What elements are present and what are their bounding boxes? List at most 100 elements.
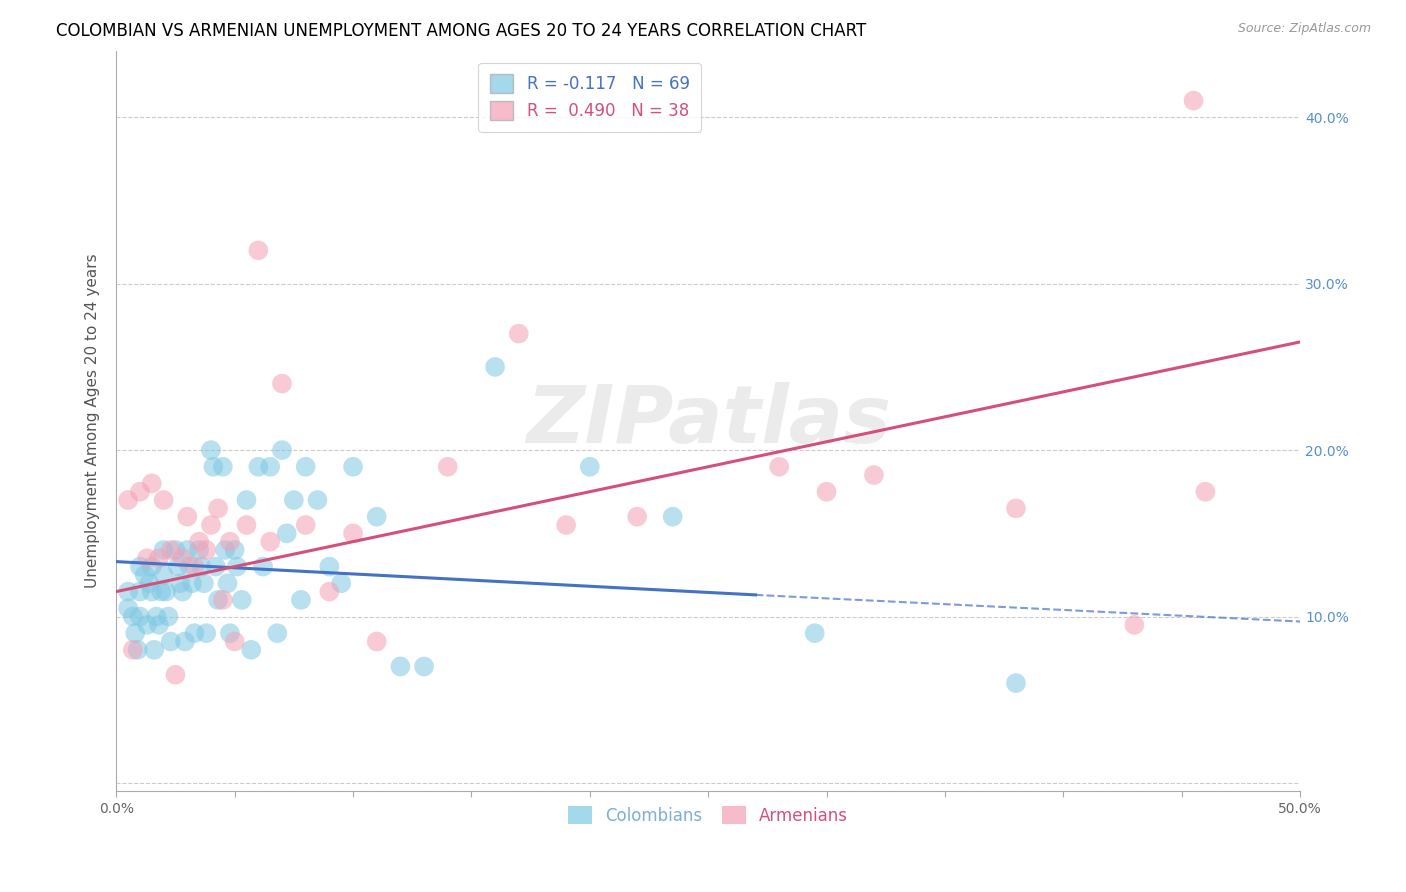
Point xyxy=(768,459,790,474)
Point xyxy=(148,618,170,632)
Point xyxy=(190,559,212,574)
Point xyxy=(283,493,305,508)
Point xyxy=(143,642,166,657)
Point xyxy=(141,476,163,491)
Point xyxy=(413,659,436,673)
Point xyxy=(330,576,353,591)
Point xyxy=(294,459,316,474)
Point xyxy=(166,559,188,574)
Point xyxy=(124,626,146,640)
Point xyxy=(165,543,187,558)
Point xyxy=(183,559,205,574)
Point xyxy=(1005,501,1028,516)
Point xyxy=(188,534,211,549)
Point xyxy=(141,584,163,599)
Point xyxy=(578,459,600,474)
Point xyxy=(152,543,174,558)
Point xyxy=(159,543,181,558)
Point xyxy=(181,576,204,591)
Point xyxy=(508,326,530,341)
Point xyxy=(1123,618,1146,632)
Point xyxy=(366,634,388,648)
Point xyxy=(318,559,340,574)
Point xyxy=(231,593,253,607)
Point xyxy=(172,551,194,566)
Text: COLOMBIAN VS ARMENIAN UNEMPLOYMENT AMONG AGES 20 TO 24 YEARS CORRELATION CHART: COLOMBIAN VS ARMENIAN UNEMPLOYMENT AMONG… xyxy=(56,22,866,40)
Point xyxy=(294,518,316,533)
Point xyxy=(157,609,180,624)
Point xyxy=(259,534,281,549)
Point xyxy=(484,359,506,374)
Point xyxy=(129,559,152,574)
Point xyxy=(136,618,159,632)
Point xyxy=(252,559,274,574)
Point xyxy=(214,543,236,558)
Point xyxy=(138,576,160,591)
Point xyxy=(219,534,242,549)
Point xyxy=(240,642,263,657)
Legend: Colombians, Armenians: Colombians, Armenians xyxy=(557,794,859,837)
Point xyxy=(117,584,139,599)
Point xyxy=(148,551,170,566)
Point xyxy=(183,626,205,640)
Point xyxy=(211,593,233,607)
Point xyxy=(145,609,167,624)
Point xyxy=(555,518,578,533)
Point xyxy=(159,634,181,648)
Point xyxy=(129,484,152,499)
Point xyxy=(307,493,329,508)
Point xyxy=(174,634,197,648)
Point xyxy=(176,509,198,524)
Point xyxy=(217,576,239,591)
Point xyxy=(247,244,270,258)
Point xyxy=(204,559,226,574)
Point xyxy=(152,493,174,508)
Point xyxy=(193,576,215,591)
Point xyxy=(1194,484,1216,499)
Point xyxy=(129,609,152,624)
Point xyxy=(436,459,458,474)
Y-axis label: Unemployment Among Ages 20 to 24 years: Unemployment Among Ages 20 to 24 years xyxy=(86,253,100,589)
Point xyxy=(1005,676,1028,690)
Point xyxy=(141,559,163,574)
Point xyxy=(195,543,218,558)
Point xyxy=(169,576,191,591)
Point xyxy=(626,509,648,524)
Point xyxy=(226,559,249,574)
Point xyxy=(224,543,246,558)
Point xyxy=(211,459,233,474)
Point xyxy=(366,509,388,524)
Point xyxy=(342,526,364,541)
Point xyxy=(121,609,143,624)
Point xyxy=(661,509,683,524)
Point xyxy=(134,568,156,582)
Point xyxy=(224,634,246,648)
Point xyxy=(815,484,838,499)
Point xyxy=(202,459,225,474)
Point xyxy=(290,593,312,607)
Point xyxy=(235,518,257,533)
Point xyxy=(235,493,257,508)
Point xyxy=(188,543,211,558)
Point xyxy=(165,667,187,681)
Point xyxy=(152,568,174,582)
Point xyxy=(129,584,152,599)
Point xyxy=(127,642,149,657)
Point xyxy=(136,551,159,566)
Point xyxy=(389,659,412,673)
Point xyxy=(176,543,198,558)
Point xyxy=(117,493,139,508)
Point xyxy=(200,443,222,458)
Point xyxy=(121,642,143,657)
Point xyxy=(200,518,222,533)
Point xyxy=(172,584,194,599)
Point xyxy=(150,584,173,599)
Point xyxy=(117,601,139,615)
Point xyxy=(1182,94,1205,108)
Point xyxy=(266,626,288,640)
Point xyxy=(155,584,177,599)
Point xyxy=(271,376,294,391)
Point xyxy=(259,459,281,474)
Point xyxy=(195,626,218,640)
Point xyxy=(342,459,364,474)
